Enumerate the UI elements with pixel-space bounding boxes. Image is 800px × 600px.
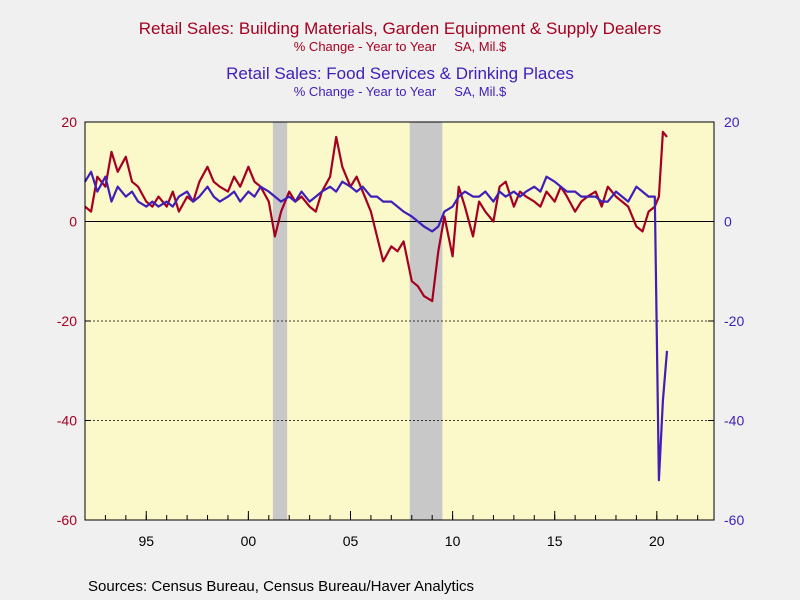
series-building-materials	[84, 130, 668, 303]
x-tick-label: 00	[241, 533, 257, 549]
y-tick-label-left: -60	[57, 512, 77, 528]
y-tick-label-right: -40	[724, 413, 744, 429]
x-tick-label: 05	[343, 533, 359, 549]
series-food-services	[84, 170, 669, 482]
y-tick-label-right: 20	[724, 114, 740, 130]
y-tick-label-left: 20	[61, 114, 77, 130]
y-tick-label-right: -60	[724, 512, 744, 528]
source-note: Sources: Census Bureau, Census Bureau/Ha…	[88, 578, 475, 595]
series1-subtitle: % Change - Year to Year SA, Mil.$	[293, 39, 507, 54]
y-tick-label-right: -20	[724, 313, 744, 329]
y-tick-label-left: -40	[57, 413, 77, 429]
y-tick-label-left: 0	[69, 214, 77, 230]
series2-title: Retail Sales: Food Services & Drinking P…	[226, 64, 574, 83]
plot-area	[85, 122, 714, 520]
x-tick-label: 20	[649, 533, 665, 549]
y-tick-label-right: 0	[724, 214, 732, 230]
x-tick-label: 15	[547, 533, 563, 549]
y-tick-label-left: -20	[57, 313, 77, 329]
series1-title: Retail Sales: Building Materials, Garden…	[138, 19, 662, 38]
x-tick-label: 95	[138, 533, 154, 549]
series2-subtitle: % Change - Year to Year SA, Mil.$	[293, 84, 507, 99]
x-tick-label: 10	[445, 533, 461, 549]
